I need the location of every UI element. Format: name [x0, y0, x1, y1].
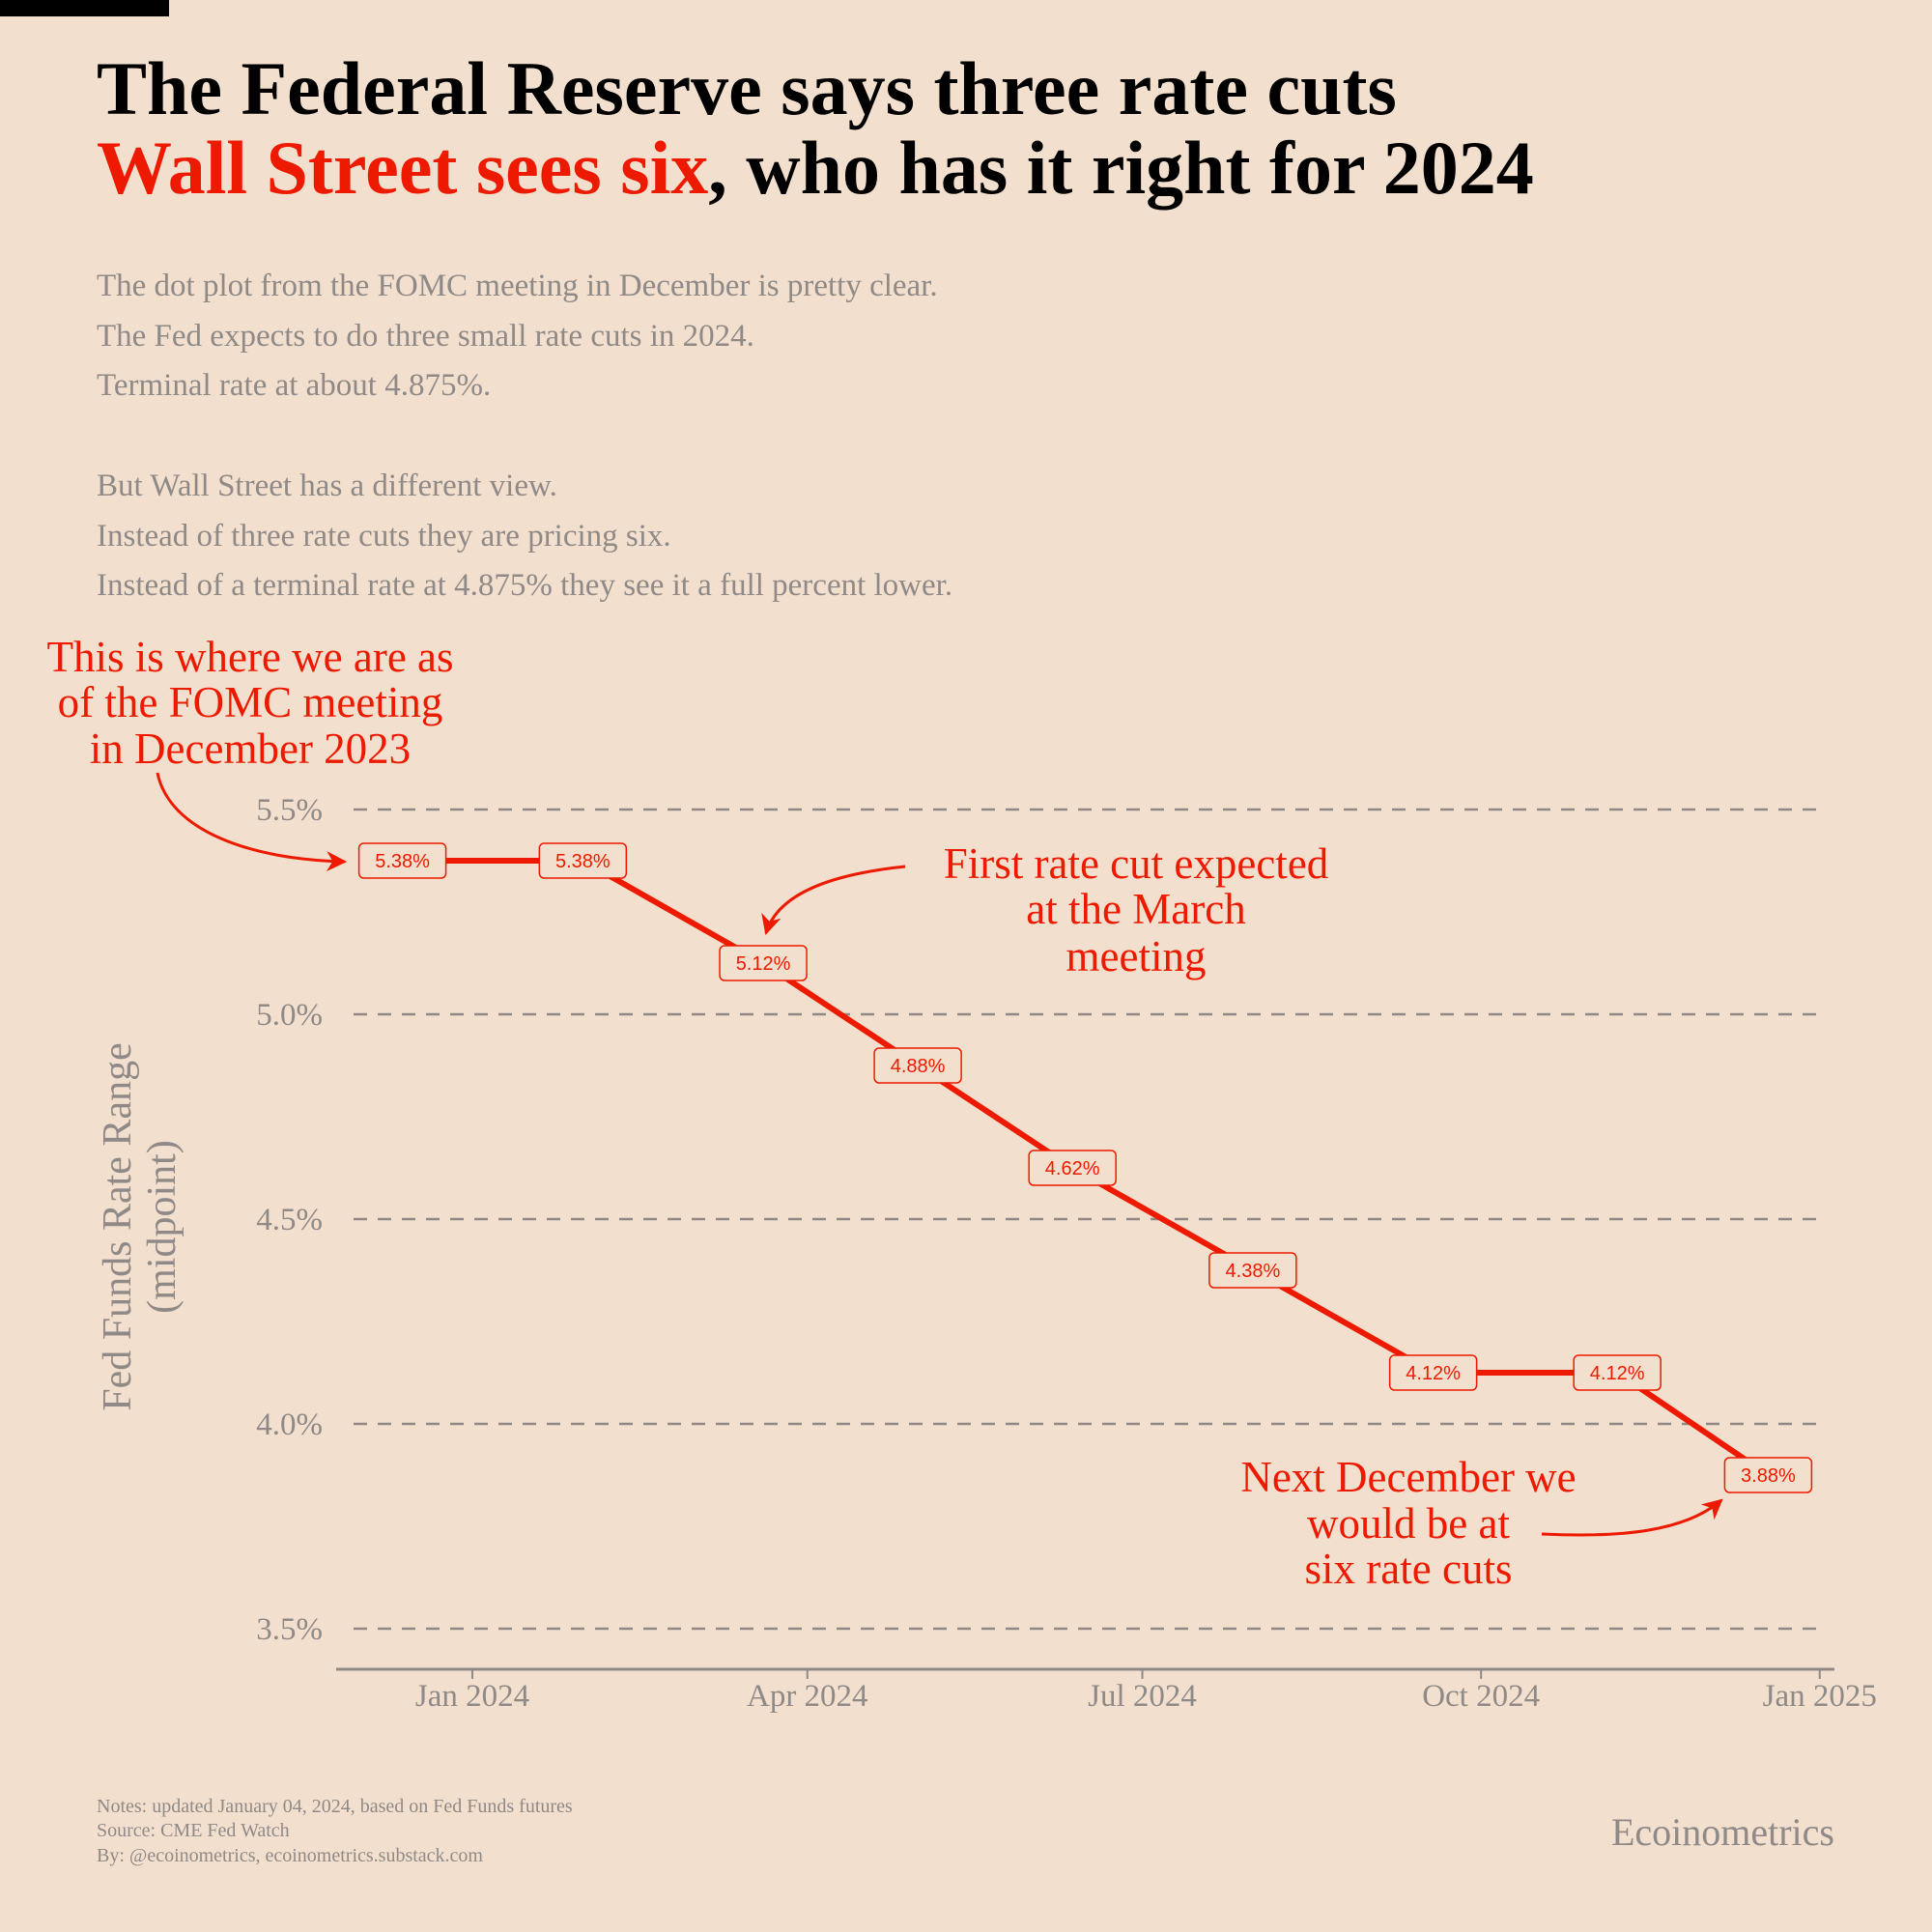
- data-point: 5.38%: [357, 842, 447, 879]
- data-label: 4.12%: [1590, 1363, 1645, 1384]
- x-tick-label: Jan 2024: [415, 1679, 529, 1714]
- data-label: 4.12%: [1406, 1363, 1461, 1384]
- annotation-end-line: Next December we: [1240, 1453, 1576, 1501]
- x-tick-label: Apr 2024: [747, 1679, 868, 1714]
- subtitle-line: The dot plot from the FOMC meeting in De…: [97, 269, 938, 303]
- data-label-box: [1388, 1354, 1478, 1391]
- data-label-box: [873, 1047, 962, 1084]
- data-label: 4.88%: [891, 1056, 946, 1077]
- data-point: 5.12%: [719, 945, 808, 981]
- arrow-icon: [761, 865, 906, 936]
- y-tick-label: 5.5%: [256, 793, 323, 828]
- annotation-start-line: of the FOMC meeting: [58, 678, 443, 726]
- title-rest: , who has it right for 2024: [708, 126, 1533, 210]
- data-label-box: [1028, 1150, 1117, 1186]
- data-label: 5.12%: [736, 953, 791, 975]
- brand-bar: [0, 0, 169, 16]
- data-label-box: [1573, 1354, 1662, 1391]
- data-point: 4.12%: [1388, 1354, 1478, 1391]
- annotation-end: Next December we would be at six rate cu…: [1240, 1453, 1723, 1593]
- y-axis-ticks: 3.5% 4.0% 4.5% 5.0% 5.5%: [256, 793, 323, 1647]
- footer-notes: Notes: updated January 04, 2024, based o…: [97, 1796, 573, 1817]
- title-line-1: The Federal Reserve says three rate cuts: [97, 46, 1397, 130]
- data-point: 4.38%: [1208, 1252, 1297, 1289]
- title-line-2: Wall Street sees six, who has it right f…: [97, 126, 1534, 210]
- brand-logo: Ecoinometrics: [1611, 1810, 1834, 1854]
- arrow-icon: [156, 772, 348, 872]
- y-axis-title-line-1: Fed Funds Rate Range: [96, 1042, 140, 1410]
- annotation-march-line: First rate cut expected: [944, 839, 1329, 888]
- x-axis-ticks: Jan 2024 Apr 2024 Jul 2024 Oct 2024 Jan 2025: [415, 1669, 1877, 1714]
- y-tick-label: 5.0%: [256, 998, 323, 1033]
- subtitle-line: Instead of three rate cuts they are pric…: [97, 519, 671, 554]
- subtitle-line: The Fed expects to do three small rate c…: [97, 319, 754, 354]
- subtitle-line: Instead of a terminal rate at 4.875% the…: [97, 568, 952, 603]
- subtitle: The dot plot from the FOMC meeting in De…: [97, 269, 952, 603]
- data-label-box: [1208, 1252, 1297, 1289]
- data-label: 5.38%: [375, 851, 430, 872]
- data-point: 5.38%: [538, 842, 628, 879]
- data-label: 4.38%: [1226, 1261, 1281, 1282]
- annotation-start: This is where we are as of the FOMC meet…: [46, 633, 454, 872]
- footer: Notes: updated January 04, 2024, based o…: [97, 1796, 1834, 1866]
- data-point: 4.12%: [1573, 1354, 1662, 1391]
- gridlines: [354, 808, 1824, 1631]
- annotation-march-line: meeting: [1066, 932, 1207, 980]
- data-point: 4.62%: [1028, 1150, 1117, 1186]
- data-label-box: [357, 842, 447, 879]
- data-label: 5.38%: [555, 851, 611, 872]
- subtitle-line: But Wall Street has a different view.: [97, 469, 557, 503]
- arrow-icon: [1541, 1498, 1723, 1537]
- annotation-end-line: would be at: [1307, 1499, 1510, 1548]
- y-axis-title: Fed Funds Rate Range (midpoint): [96, 1042, 185, 1410]
- data-label-box: [719, 945, 808, 981]
- x-tick-label: Oct 2024: [1422, 1679, 1540, 1714]
- data-label: 4.62%: [1045, 1158, 1100, 1179]
- annotation-end-line: six rate cuts: [1305, 1545, 1513, 1593]
- data-point: 4.88%: [873, 1047, 962, 1084]
- annotation-start-line: in December 2023: [90, 724, 411, 773]
- y-tick-label: 4.5%: [256, 1203, 323, 1237]
- y-axis-title-line-2: (midpoint): [140, 1140, 185, 1314]
- footer-by: By: @ecoinometrics, ecoinometrics.substa…: [97, 1845, 483, 1866]
- y-tick-label: 4.0%: [256, 1407, 323, 1442]
- annotation-march: First rate cut expected at the March mee…: [761, 839, 1329, 980]
- footer-source: Source: CME Fed Watch: [97, 1820, 290, 1841]
- data-label-box: [1723, 1457, 1813, 1493]
- title-highlight: Wall Street sees six: [97, 126, 708, 210]
- data-labels: 5.38% 5.38% 5.12% 4.88% 4.62% 4.38% 4.12% 4.12%…: [357, 842, 1813, 1493]
- x-tick-label: Jul 2024: [1088, 1679, 1197, 1714]
- annotation-march-line: at the March: [1026, 885, 1245, 933]
- subtitle-line: Terminal rate at about 4.875%.: [97, 368, 491, 403]
- annotation-start-line: This is where we are as: [46, 633, 453, 681]
- x-tick-label: Jan 2025: [1763, 1679, 1877, 1714]
- y-tick-label: 3.5%: [256, 1612, 323, 1647]
- data-label-box: [538, 842, 628, 879]
- data-label: 3.88%: [1741, 1465, 1796, 1487]
- data-point: 3.88%: [1723, 1457, 1813, 1493]
